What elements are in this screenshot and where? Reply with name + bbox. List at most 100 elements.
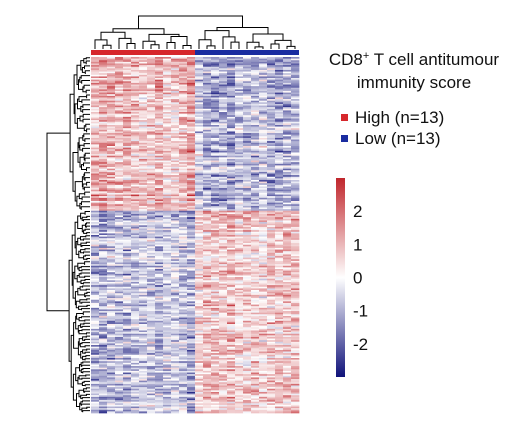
heatmap-cell <box>123 89 132 92</box>
heatmap-cell <box>291 278 300 281</box>
heatmap-cell <box>235 207 244 210</box>
heatmap-cell <box>275 167 284 170</box>
heatmap-cell <box>163 173 172 176</box>
heatmap-cell <box>163 306 172 309</box>
heatmap-cell <box>267 252 276 255</box>
heatmap-cell <box>219 68 228 71</box>
heatmap-cell <box>131 239 140 242</box>
heatmap-cell <box>195 197 204 200</box>
heatmap-cell <box>227 307 236 310</box>
heatmap-cell <box>195 315 204 318</box>
heatmap-cell <box>195 84 204 87</box>
heatmap-cell <box>139 338 148 341</box>
heatmap-cell <box>203 152 212 155</box>
heatmap-cell <box>99 222 108 225</box>
heatmap-cell <box>123 288 132 291</box>
heatmap-cell <box>123 179 132 182</box>
heatmap-cell <box>139 252 148 255</box>
heatmap-cell <box>155 299 164 302</box>
heatmap-cell <box>243 273 252 276</box>
heatmap-cell <box>219 330 228 333</box>
heatmap-cell <box>251 257 260 260</box>
heatmap-cell <box>155 217 164 220</box>
heatmap-cell <box>147 82 156 85</box>
heatmap-cell <box>275 265 284 268</box>
heatmap-cell <box>267 134 276 137</box>
heatmap-cell <box>259 277 268 280</box>
heatmap-cell <box>171 188 180 191</box>
heatmap-cell <box>139 69 148 72</box>
heatmap-cell <box>99 147 108 150</box>
heatmap-cell <box>283 162 292 165</box>
heatmap-cell <box>163 340 172 343</box>
heatmap-cell <box>131 217 140 220</box>
heatmap-cell <box>163 205 172 208</box>
heatmap-cell <box>171 73 180 76</box>
heatmap-cell <box>291 137 300 140</box>
heatmap-cell <box>155 275 164 278</box>
heatmap-cell <box>179 325 188 328</box>
heatmap-cell <box>227 359 236 362</box>
heatmap-cell <box>179 319 188 322</box>
heatmap-cell <box>267 207 276 210</box>
heatmap-cell <box>131 209 140 212</box>
heatmap-cell <box>99 84 108 87</box>
heatmap-cell <box>139 213 148 216</box>
heatmap-cell <box>283 63 292 66</box>
heatmap-cell <box>187 107 196 110</box>
heatmap-cell <box>163 105 172 108</box>
heatmap-cell <box>187 186 196 189</box>
heatmap-cell <box>203 105 212 108</box>
heatmap-cell <box>147 338 156 341</box>
heatmap-cell <box>227 252 236 255</box>
heatmap-cell <box>227 102 236 105</box>
heatmap-cell <box>139 290 148 292</box>
heatmap-cell <box>283 262 292 265</box>
heatmap-cell <box>283 312 292 315</box>
heatmap-cell <box>123 90 132 93</box>
heatmap-cell <box>187 76 196 79</box>
heatmap-cell <box>203 340 212 343</box>
heatmap-cell <box>275 71 284 74</box>
heatmap-cell <box>291 312 300 315</box>
heatmap-cell <box>115 71 124 74</box>
heatmap-cell <box>147 251 156 254</box>
heatmap-cell <box>187 160 196 163</box>
heatmap-cell <box>259 228 268 231</box>
heatmap-cell <box>275 333 284 336</box>
heatmap-cell <box>267 158 276 161</box>
heatmap-cell <box>283 278 292 281</box>
heatmap-cell <box>187 215 196 218</box>
heatmap-cell <box>211 126 220 129</box>
heatmap-cell <box>235 268 244 271</box>
heatmap-cell <box>155 94 164 97</box>
heatmap-cell <box>171 226 180 229</box>
heatmap-cell <box>251 335 260 338</box>
heatmap-cell <box>259 264 268 267</box>
heatmap-cell <box>267 299 276 302</box>
heatmap-cell <box>219 146 228 148</box>
heatmap-cell <box>99 328 108 331</box>
heatmap-cell <box>91 116 100 119</box>
heatmap-cell <box>163 147 172 150</box>
heatmap-cell <box>99 60 108 63</box>
heatmap-cell <box>235 233 244 236</box>
heatmap-cell <box>267 78 276 81</box>
heatmap-cell <box>227 158 236 161</box>
heatmap-cell <box>187 58 196 61</box>
heatmap-cell <box>171 268 180 271</box>
heatmap-cell <box>251 202 260 205</box>
heatmap-cell <box>219 301 228 304</box>
heatmap-cell <box>195 233 204 236</box>
heatmap-cell <box>147 257 156 260</box>
heatmap-cell <box>243 311 252 314</box>
heatmap-cell <box>227 333 236 336</box>
heatmap-cell <box>243 299 252 302</box>
heatmap-cell <box>203 108 212 111</box>
heatmap-cell <box>203 175 212 178</box>
heatmap-cell <box>115 319 124 322</box>
heatmap-cell <box>91 92 100 95</box>
heatmap-cell <box>163 327 172 330</box>
heatmap-cell <box>291 160 300 163</box>
heatmap-cell <box>147 317 156 320</box>
